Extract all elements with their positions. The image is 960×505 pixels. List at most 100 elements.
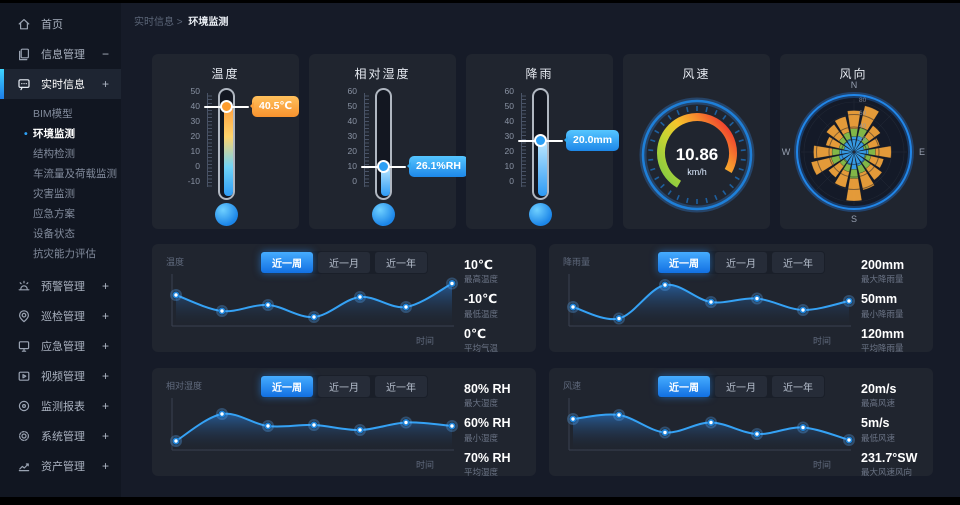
sidebar-subitem[interactable]: 灾害监测 — [33, 188, 75, 200]
chart-row-1: 温度 近一周 近一月 近一年 时间 10℃ 最高温度 -10℃ 最低温度 0℃ 平均气温 降雨量… — [152, 244, 933, 353]
wind-speed-unit: km/h — [687, 167, 707, 177]
wind-speed-value: 10.86 — [675, 145, 718, 164]
scale-tick: 30 — [190, 116, 200, 127]
thermometer-fill — [381, 166, 390, 196]
stat-item: 10℃ 最高温度 — [464, 258, 498, 285]
stat-label: 最低温度 — [464, 308, 499, 319]
stat-item: 50mm 最小降雨量 — [861, 292, 904, 319]
sidebar-subitem[interactable]: 应急方案 — [33, 208, 75, 220]
stat-item: 0℃ 平均气温 — [464, 327, 498, 354]
scale-tick: 10 — [504, 161, 514, 172]
range-tab-0[interactable]: 近一周 — [658, 252, 710, 273]
chart-row-2: 相对湿度 近一周 近一月 近一年 时间 80% RH 最大湿度 60% RH 最小湿度 70… — [152, 368, 933, 478]
thermometer-card-2: 降雨 60 50 40 30 20 10 0 20.0mm — [466, 54, 620, 229]
stat-label: 最大湿度 — [464, 398, 499, 409]
range-tab-2[interactable]: 近一年 — [772, 376, 824, 397]
scale-tick: -10 — [187, 176, 200, 187]
chart-card-1: 降雨量 近一周 近一月 近一年 时间 200mm 最大降雨量 50mm 最小降雨量 120m… — [549, 244, 933, 353]
scale-tick: 60 — [347, 86, 357, 96]
sidebar-item-label: 资产管理 — [41, 461, 85, 473]
range-tab-1[interactable]: 近一月 — [318, 376, 370, 397]
expand-toggle-icon[interactable]: + — [101, 279, 109, 293]
chart-stats: 200mm 最大降雨量 50mm 最小降雨量 120mm 平均降雨量 — [861, 258, 904, 361]
sidebar-item-label: 预警管理 — [41, 281, 85, 293]
thermometer-scale: 60 50 40 30 20 10 0 — [480, 87, 514, 186]
stat-value: 60% RH — [464, 416, 511, 431]
sidebar-item-label: 视频管理 — [41, 371, 85, 383]
expand-toggle-icon[interactable]: + — [101, 309, 109, 323]
thermometer-title: 相对湿度 — [354, 67, 411, 81]
wind-speed-gauge: 10.86 km/h — [639, 97, 754, 213]
svg-text:80: 80 — [859, 97, 867, 104]
sidebar-item-realtime[interactable]: 实时信息 + — [0, 69, 121, 99]
value-badge: 20.0mm — [563, 130, 620, 151]
range-tab-0[interactable]: 近一周 — [261, 252, 313, 273]
sidebar-subitem[interactable]: 车流量及荷载监测 — [33, 168, 117, 180]
stat-label: 最高风速 — [861, 398, 896, 409]
chart-stats: 80% RH 最大湿度 60% RH 最小湿度 70% RH 平均湿度 — [464, 382, 511, 485]
expand-toggle-icon[interactable]: + — [101, 339, 109, 353]
expand-toggle-icon[interactable]: + — [101, 399, 109, 413]
gauge-arc — [656, 113, 737, 188]
stat-value: 200mm — [861, 258, 905, 272]
range-tab-0[interactable]: 近一周 — [658, 376, 710, 397]
scale-tick: 60 — [504, 86, 514, 96]
sidebar-item-label: 首页 — [41, 19, 63, 31]
range-tab-2[interactable]: 近一年 — [375, 376, 427, 397]
sidebar-subitem[interactable]: 环境监测 — [0, 124, 121, 144]
sidebar-item-patrol[interactable]: 巡检管理 + — [0, 301, 121, 331]
range-tab-1[interactable]: 近一月 — [715, 252, 767, 273]
sidebar-item-emergency[interactable]: 应急管理 + — [0, 331, 121, 361]
range-tab-2[interactable]: 近一年 — [375, 252, 427, 273]
sidebar-item-home[interactable]: 首页 — [0, 9, 121, 39]
stat-item: 231.7°SW 最大风速风向 — [861, 451, 917, 478]
expand-toggle-icon[interactable]: + — [101, 429, 109, 443]
breadcrumb-parent[interactable]: 实时信息 — [134, 17, 174, 28]
y-axis-label: 相对湿度 — [166, 381, 203, 391]
sidebar-item-video[interactable]: 视频管理 + — [0, 361, 121, 391]
wind-speed-card: 风速 10.86 km/h — [623, 54, 770, 229]
sidebar-subitem[interactable]: 设备状态 — [33, 228, 75, 240]
main-content: 实时信息 > 环境监测 温度 50 40 30 20 10 0 -10 40.5℃ 相对湿度 … — [121, 3, 960, 497]
sidebar-subitem[interactable]: 结构检测 — [33, 148, 75, 160]
chart-card-0: 温度 近一周 近一月 近一年 时间 10℃ 最高温度 -10℃ 最低温度 0℃ 平均气温 — [152, 244, 536, 353]
range-tab-1[interactable]: 近一月 — [715, 376, 767, 397]
x-axis-label: 时间 — [813, 336, 832, 346]
thermometer-bulb — [372, 203, 395, 226]
stat-item: 5m/s 最低风速 — [861, 416, 917, 443]
sidebar-item-label: 应急管理 — [41, 341, 85, 353]
scale-tick: 40 — [190, 101, 200, 112]
sidebar-item-label: 信息管理 — [41, 49, 85, 61]
range-tab-2[interactable]: 近一年 — [772, 252, 824, 273]
expand-toggle-icon[interactable]: + — [101, 369, 109, 383]
wind-rose-chart: N E S W 20 40 60 80 — [781, 80, 924, 224]
compass-s: S — [850, 214, 856, 224]
stat-label: 最小降雨量 — [861, 308, 904, 319]
wind-speed-title: 风速 — [682, 67, 711, 81]
gear-icon — [18, 430, 30, 442]
scale-tick: 30 — [504, 131, 514, 142]
expand-toggle-icon[interactable]: − — [101, 47, 109, 61]
stat-value: 50mm — [861, 292, 898, 307]
scale-tick: 50 — [504, 101, 514, 112]
sidebar-subitem[interactable]: BIM模型 — [33, 108, 73, 120]
thermometer-fill — [538, 140, 547, 196]
expand-toggle-icon[interactable]: + — [101, 459, 109, 473]
chart-stats: 10℃ 最高温度 -10℃ 最低温度 0℃ 平均气温 — [464, 258, 498, 361]
sidebar-item-asset[interactable]: 资产管理 + — [0, 451, 121, 481]
range-tab-0[interactable]: 近一周 — [261, 376, 313, 397]
y-axis-label: 降雨量 — [563, 257, 591, 267]
expand-toggle-icon[interactable]: + — [101, 77, 109, 91]
sidebar-item-alert[interactable]: 预警管理 + — [0, 271, 121, 301]
thermometer-title: 降雨 — [525, 67, 554, 81]
chart-card-3: 风速 近一周 近一月 近一年 时间 20m/s 最高风速 5m/s 最低风速 231.7°S… — [549, 368, 933, 478]
range-tab-1[interactable]: 近一月 — [318, 252, 370, 273]
scale-tick: 0 — [352, 176, 357, 187]
sidebar-item-info[interactable]: 信息管理 − — [0, 39, 121, 69]
sidebar-item-system[interactable]: 系统管理 + — [0, 421, 121, 451]
sidebar-item-label: 实时信息 — [41, 79, 85, 91]
sidebar-item-report[interactable]: 监测报表 + — [0, 391, 121, 421]
sidebar-subitem[interactable]: 抗灾能力评估 — [33, 248, 96, 260]
